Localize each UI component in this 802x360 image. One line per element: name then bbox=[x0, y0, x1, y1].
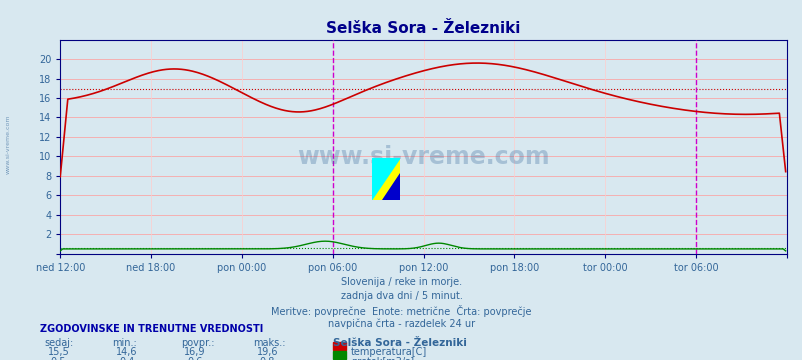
Polygon shape bbox=[371, 158, 399, 200]
Text: 0,4: 0,4 bbox=[119, 357, 135, 360]
Text: sedaj:: sedaj: bbox=[44, 338, 73, 348]
Text: www.si-vreme.com: www.si-vreme.com bbox=[6, 114, 10, 174]
Text: 0,5: 0,5 bbox=[51, 357, 67, 360]
Text: 14,6: 14,6 bbox=[116, 347, 137, 357]
Text: 0,6: 0,6 bbox=[187, 357, 203, 360]
Text: maks.:: maks.: bbox=[253, 338, 285, 348]
Title: Selška Sora - Železniki: Selška Sora - Železniki bbox=[326, 21, 520, 36]
Text: navpična črta - razdelek 24 ur: navpična črta - razdelek 24 ur bbox=[327, 318, 475, 329]
Text: 16,9: 16,9 bbox=[184, 347, 205, 357]
Polygon shape bbox=[381, 173, 399, 200]
Text: Selška Sora - Železniki: Selška Sora - Železniki bbox=[333, 338, 467, 348]
Text: min.:: min.: bbox=[112, 338, 137, 348]
Text: 19,6: 19,6 bbox=[257, 347, 277, 357]
Text: 0,8: 0,8 bbox=[259, 357, 275, 360]
Text: Meritve: povprečne  Enote: metrične  Črta: povprečje: Meritve: povprečne Enote: metrične Črta:… bbox=[271, 305, 531, 316]
Text: ZGODOVINSKE IN TRENUTNE VREDNOSTI: ZGODOVINSKE IN TRENUTNE VREDNOSTI bbox=[40, 324, 263, 334]
Text: www.si-vreme.com: www.si-vreme.com bbox=[297, 145, 549, 170]
Text: pretok[m3/s]: pretok[m3/s] bbox=[350, 357, 414, 360]
Polygon shape bbox=[371, 158, 399, 200]
Text: Slovenija / reke in morje.: Slovenija / reke in morje. bbox=[341, 277, 461, 287]
Text: temperatura[C]: temperatura[C] bbox=[350, 347, 427, 357]
Text: povpr.:: povpr.: bbox=[180, 338, 214, 348]
Text: zadnja dva dni / 5 minut.: zadnja dva dni / 5 minut. bbox=[340, 291, 462, 301]
Text: 15,5: 15,5 bbox=[47, 347, 70, 357]
